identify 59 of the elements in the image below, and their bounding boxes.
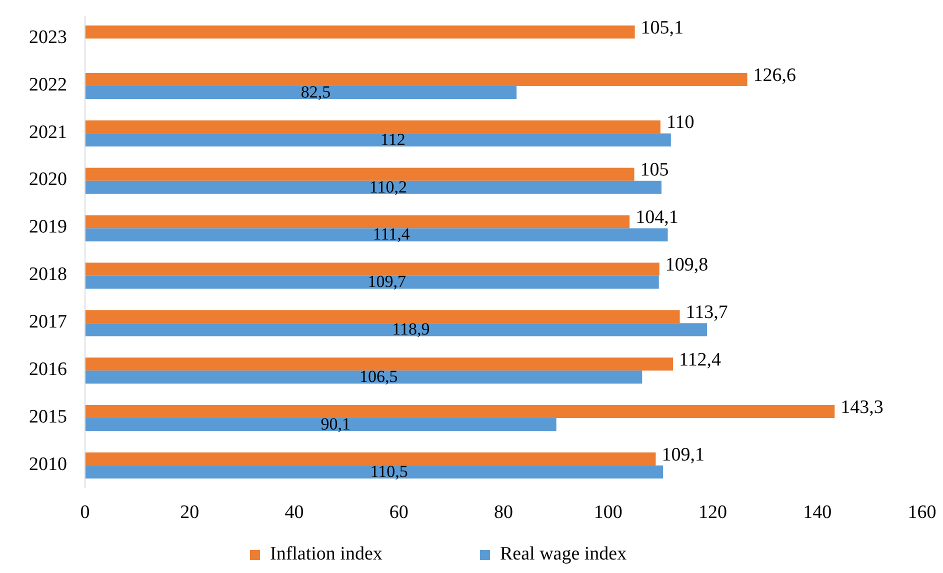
data-label: 104,1 [636,207,678,228]
bar [85,133,671,146]
y-tick-label: 2023 [29,26,67,48]
bar [85,180,662,194]
x-tick-label: 160 [908,502,936,523]
y-tick-label: 2018 [29,264,67,286]
data-label: 113,7 [686,302,728,323]
data-label: 143,3 [840,396,884,418]
bar [85,404,835,418]
legend-label: Real wage index [500,543,628,564]
bar [85,86,517,100]
bar [85,262,660,276]
data-label: 118,9 [392,320,430,339]
bar [85,370,642,384]
data-label: 112,4 [678,349,722,370]
y-tick-label: 2010 [29,454,67,475]
x-tick-label: 140 [803,502,832,523]
bar [85,72,748,86]
bar [85,120,660,134]
x-tick-label: 80 [494,502,513,523]
y-tick-label: 2022 [29,74,67,96]
bar [85,465,664,479]
data-label: 110 [666,112,694,134]
x-tick-label: 120 [698,502,727,523]
data-label: 82,5 [300,82,331,102]
data-label: 126,6 [753,64,796,86]
data-label: 109,1 [662,444,704,466]
y-tick-label: 2016 [29,358,67,380]
x-tick-label: 20 [180,502,200,523]
data-label: 106,5 [359,367,398,386]
y-tick-label: 2019 [29,216,67,238]
y-tick-label: 2015 [29,406,67,428]
data-label: 109,7 [368,272,407,292]
data-label: 109,8 [665,254,708,276]
x-tick-label: 40 [284,502,304,523]
data-label: 90,1 [320,414,351,434]
bar [85,215,630,228]
bar [85,276,659,289]
bar [85,323,707,336]
x-tick-label: 0 [80,502,90,523]
data-label: 112 [380,130,406,149]
data-label: 110,5 [370,462,408,481]
x-tick-label: 100 [594,502,622,523]
x-tick-label: 60 [389,502,408,523]
data-label: 110,2 [369,177,408,196]
bar [85,310,680,324]
bar [85,418,556,432]
bar [85,25,635,39]
data-label: 111,4 [372,224,410,244]
bar [85,168,634,181]
bar [85,358,673,371]
legend-label: Inflation index [270,543,383,564]
y-tick-label: 2020 [29,169,67,190]
bar [85,452,656,466]
bar [85,228,668,242]
data-label: 105 [640,160,669,181]
y-tick-label: 2017 [29,312,67,333]
data-label: 105,1 [640,17,684,38]
y-tick-label: 2021 [29,122,67,143]
